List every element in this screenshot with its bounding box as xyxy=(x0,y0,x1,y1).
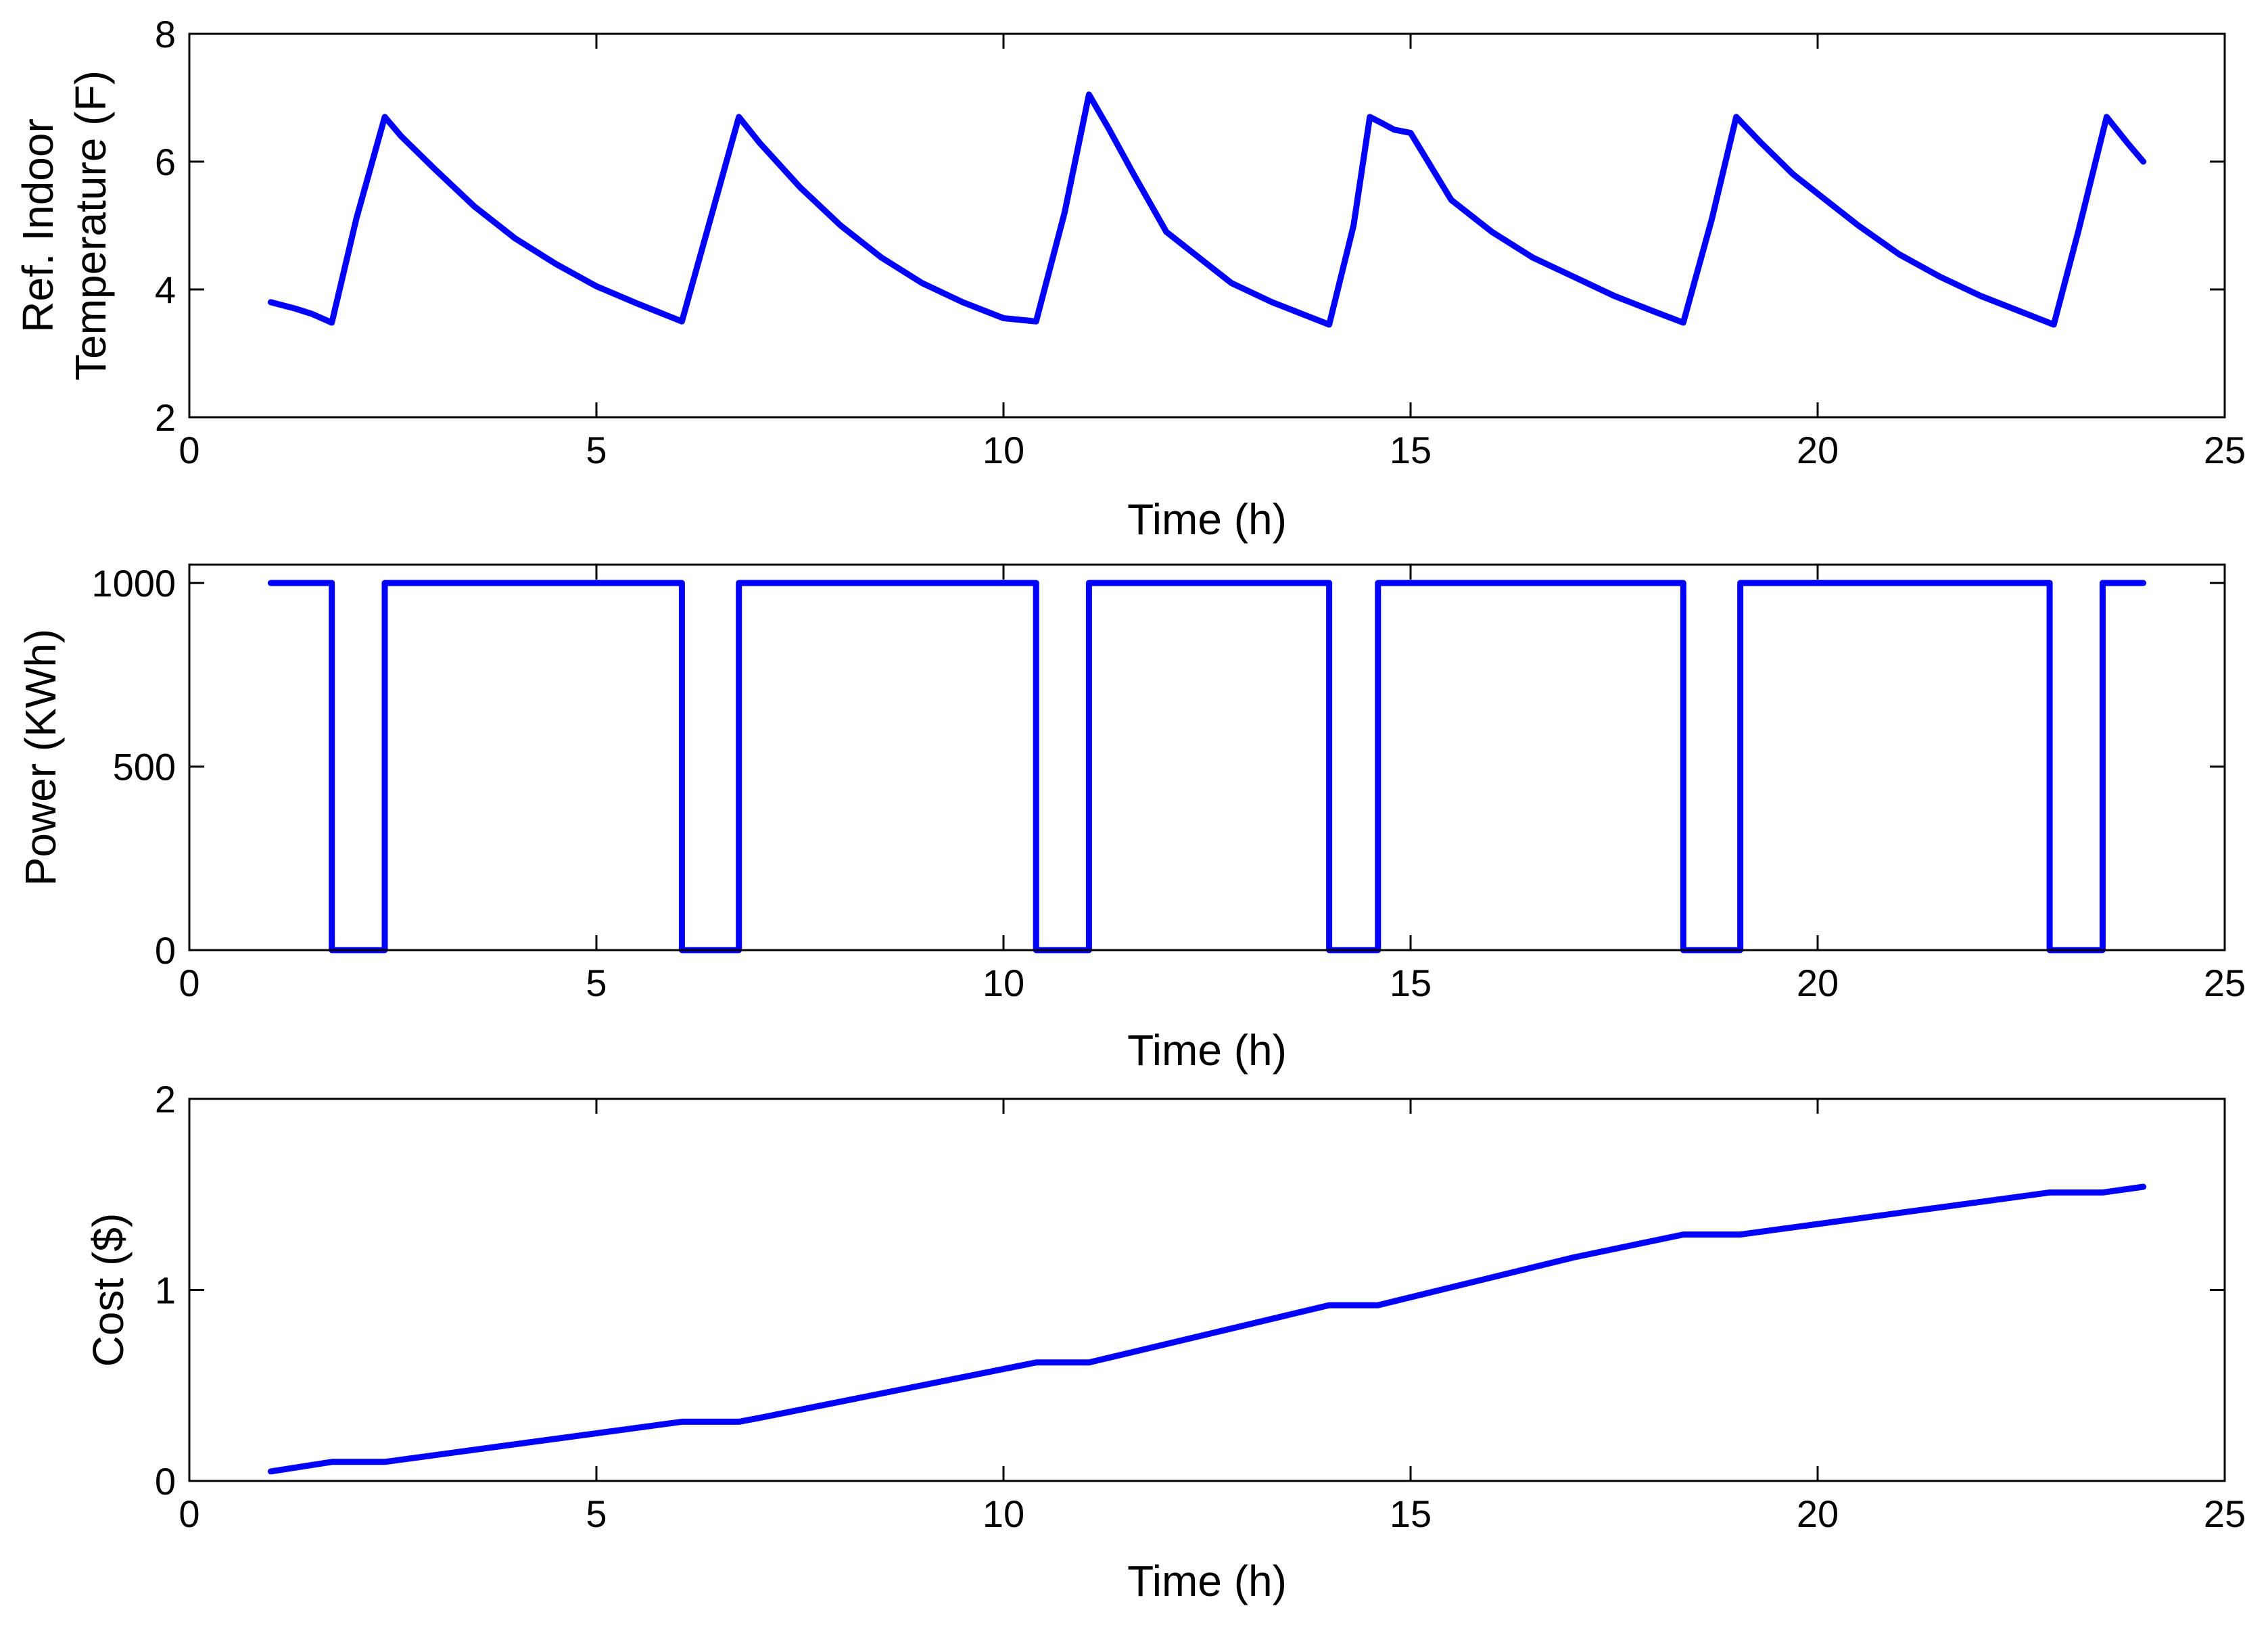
y-axis-label: Temperature (F) xyxy=(66,70,115,381)
x-tick-label: 20 xyxy=(1797,962,1839,1004)
x-tick-label: 10 xyxy=(983,429,1024,471)
x-axis-label: Time (h) xyxy=(1127,1026,1287,1075)
subplot-2-axes-frame xyxy=(188,563,2226,951)
y-axis-label: Power (KWh) xyxy=(16,629,65,887)
x-tick-label: 25 xyxy=(2204,962,2246,1004)
subplot-2: 0 5 10 15 20 25 0 500 1000 Time (h) Power (KWh) xyxy=(16,562,2246,1075)
y-axis-label: Cost ($) xyxy=(84,1213,133,1367)
y-tick-label: 4 xyxy=(155,268,176,311)
subplot-1-series-line-1 xyxy=(267,91,2147,328)
x-tick-label: 25 xyxy=(2204,429,2246,471)
x-tick-label: 0 xyxy=(179,429,199,471)
x-tick-label: 25 xyxy=(2204,1492,2246,1535)
y-tick-label: 2 xyxy=(155,1078,176,1121)
y-tick-label: 1000 xyxy=(91,562,176,605)
y-tick-label: 1 xyxy=(155,1269,176,1312)
subplot-3-axes-frame xyxy=(188,1098,2226,1482)
subplot-3-series-line-1 xyxy=(267,1183,2147,1475)
x-tick-label: 10 xyxy=(983,1492,1024,1535)
x-tick-label: 15 xyxy=(1390,1492,1432,1535)
x-axis-label: Time (h) xyxy=(1127,495,1287,544)
y-tick-label: 500 xyxy=(113,746,176,788)
subplot-3: 0 5 10 15 20 25 0 1 2 Time (h) Cost ($) xyxy=(84,1078,2246,1605)
y-tick-label: 0 xyxy=(155,929,176,972)
subplot-2-series-line-1 xyxy=(267,580,2147,953)
subplot-1-axes-frame xyxy=(188,32,2226,419)
y-axis-label: Ref. Indoor xyxy=(14,118,62,333)
x-tick-label: 15 xyxy=(1390,962,1432,1004)
y-tick-label: 8 xyxy=(155,13,176,55)
x-tick-label: 5 xyxy=(586,962,607,1004)
x-tick-label: 5 xyxy=(586,429,607,471)
x-tick-label: 20 xyxy=(1797,429,1839,471)
x-axis-label: Time (h) xyxy=(1127,1557,1287,1605)
x-tick-label: 15 xyxy=(1390,429,1432,471)
x-tick-label: 0 xyxy=(179,962,199,1004)
x-tick-label: 20 xyxy=(1797,1492,1839,1535)
y-tick-label: 0 xyxy=(155,1460,176,1503)
x-tick-label: 0 xyxy=(179,1492,199,1535)
subplot-1: 0 5 10 15 20 25 2 4 6 8 Time (h) Ref. Indoor Tempera… xyxy=(14,13,2246,544)
y-tick-label: 6 xyxy=(155,141,176,183)
x-tick-label: 10 xyxy=(983,962,1024,1004)
y-tick-label: 2 xyxy=(155,396,176,439)
x-tick-label: 5 xyxy=(586,1492,607,1535)
